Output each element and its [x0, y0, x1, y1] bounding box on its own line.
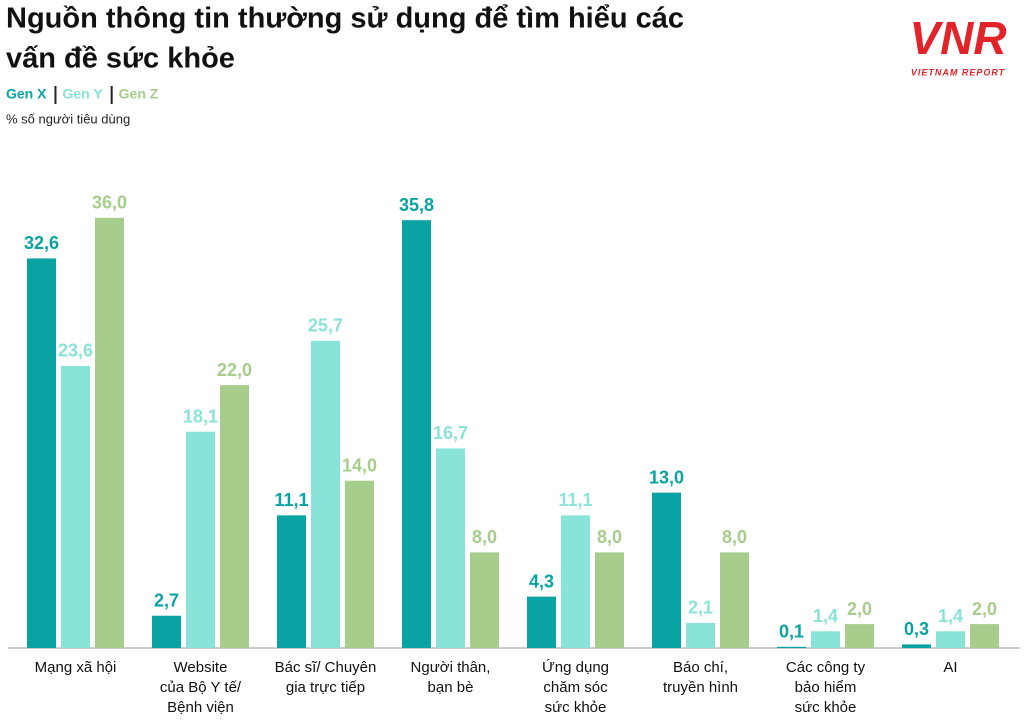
value-label: 25,7 [308, 316, 343, 336]
x-tick-label: chăm sóc [543, 679, 608, 696]
x-tick-label: Bác sĩ/ Chuyên [275, 659, 377, 676]
value-label: 32,6 [24, 233, 59, 253]
value-label: 2,7 [154, 590, 179, 610]
value-label: 1,4 [813, 606, 838, 626]
bar [970, 624, 999, 648]
bar [561, 515, 590, 648]
value-label: 23,6 [58, 341, 93, 361]
bar [27, 258, 56, 648]
value-label: 14,0 [342, 455, 377, 475]
legend-entry: Gen Y [62, 86, 103, 102]
value-label: 8,0 [597, 527, 622, 547]
bar [345, 480, 374, 648]
x-tick-label: sức khỏe [795, 699, 857, 716]
value-label: 2,0 [972, 599, 997, 619]
chart-title: vấn đề sức khỏe [6, 43, 235, 75]
value-label: 36,0 [92, 193, 127, 213]
bar [311, 340, 340, 648]
value-label: 0,3 [904, 619, 929, 639]
bar [470, 552, 499, 648]
bar [61, 365, 90, 648]
x-tick-label: sức khỏe [545, 699, 607, 716]
bar [402, 220, 431, 648]
legend-entry: Gen X [6, 86, 47, 102]
bar [902, 644, 931, 648]
bar [436, 448, 465, 648]
x-tick-label: bạn bè [428, 679, 474, 696]
x-tick-label: gia trực tiếp [286, 679, 365, 696]
bar [152, 615, 181, 648]
x-tick-label: Bệnh viện [167, 699, 234, 716]
value-label: 16,7 [433, 423, 468, 443]
x-tick-label: Các công ty [786, 659, 866, 676]
legend-separator [110, 86, 113, 104]
bar [811, 631, 840, 648]
x-tick-label: của Bộ Y tế/ [160, 679, 242, 696]
value-label: 18,1 [183, 406, 218, 426]
chart-title: Nguồn thông tin thường sử dụng để tìm hi… [6, 3, 684, 35]
x-tick-label: Người thân, [411, 659, 491, 676]
logo-mark: VNR [909, 12, 1006, 64]
bar [720, 552, 749, 648]
bar [595, 552, 624, 648]
value-label: 1,4 [938, 606, 963, 626]
subtitle: % số người tiêu dùng [6, 111, 130, 126]
value-label: 22,0 [217, 360, 252, 380]
x-tick-label: Website [174, 659, 228, 676]
x-tick-label: AI [943, 659, 957, 676]
bar [936, 631, 965, 648]
bar [95, 217, 124, 649]
value-label: 35,8 [399, 195, 434, 215]
bar [845, 624, 874, 648]
bar [527, 596, 556, 648]
logo-name: VIETNAM REPORT [911, 67, 1006, 77]
bar [686, 622, 715, 648]
x-tick-label: bảo hiểm [795, 679, 857, 696]
value-label: 2,0 [847, 599, 872, 619]
x-tick-label: Mạng xã hội [35, 659, 117, 676]
value-label: 4,3 [529, 571, 554, 591]
bar [777, 646, 806, 648]
value-label: 0,1 [779, 622, 804, 642]
value-label: 2,1 [688, 598, 713, 618]
x-tick-label: truyền hình [663, 679, 738, 696]
x-tick-label: Báo chí, [673, 659, 728, 676]
bar [652, 492, 681, 648]
bar [186, 431, 215, 648]
bar [220, 385, 249, 648]
value-label: 8,0 [472, 527, 497, 547]
value-label: 11,1 [558, 490, 592, 510]
value-label: 11,1 [274, 490, 308, 510]
value-label: 8,0 [722, 527, 747, 547]
bar [277, 515, 306, 648]
value-label: 13,0 [649, 467, 684, 487]
legend-separator [54, 86, 57, 104]
x-tick-label: Ứng dụng [542, 659, 609, 676]
legend-entry: Gen Z [119, 86, 159, 102]
